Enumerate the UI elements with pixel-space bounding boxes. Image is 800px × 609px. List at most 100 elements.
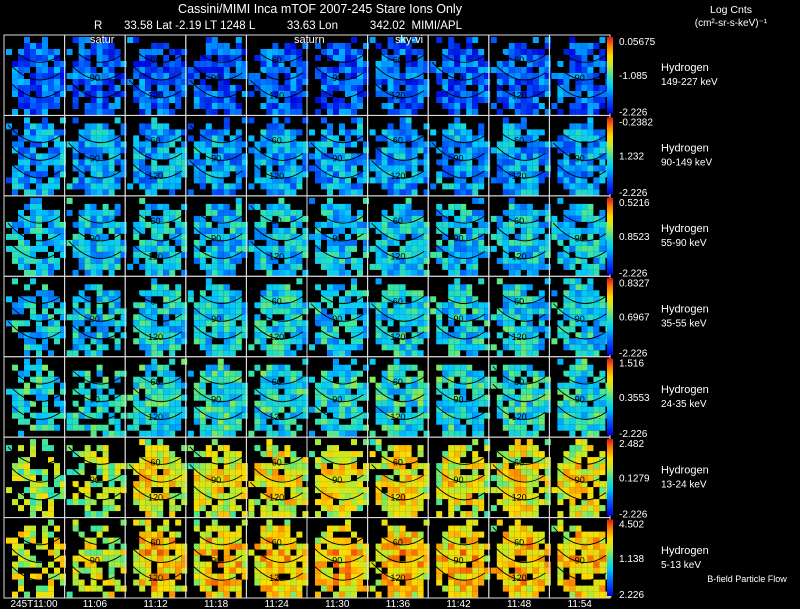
flux-pixel bbox=[108, 245, 115, 252]
flux-pixel bbox=[333, 350, 339, 357]
flux-pixel bbox=[557, 412, 564, 419]
flux-pixel bbox=[599, 424, 606, 431]
flux-pixel bbox=[102, 141, 109, 148]
flux-pixel bbox=[145, 245, 152, 252]
flux-pixel bbox=[241, 239, 248, 246]
flux-pixel bbox=[405, 388, 412, 395]
flux-pixel bbox=[357, 183, 363, 190]
flux-pixel bbox=[42, 153, 48, 160]
flux-pixel bbox=[42, 376, 48, 383]
flux-pixel bbox=[266, 302, 273, 309]
flux-pixel bbox=[575, 338, 582, 345]
flux-pixel bbox=[454, 141, 461, 148]
flux-pixel bbox=[84, 109, 91, 115]
flux-pixel bbox=[472, 382, 479, 389]
flux-pixel bbox=[599, 320, 606, 327]
flux-pixel bbox=[284, 326, 291, 333]
flux-pixel bbox=[460, 302, 467, 309]
flux-pixel bbox=[266, 481, 273, 488]
flux-pixel bbox=[102, 320, 109, 327]
flux-pixel bbox=[78, 320, 85, 327]
flux-pixel bbox=[563, 338, 570, 345]
flux-pixel bbox=[54, 55, 60, 61]
flux-pixel bbox=[466, 227, 473, 234]
flux-pixel bbox=[217, 263, 224, 270]
flux-pixel bbox=[114, 487, 121, 494]
flux-pixel bbox=[315, 165, 321, 172]
flux-pixel bbox=[569, 61, 576, 67]
flux-pixel bbox=[454, 171, 461, 178]
flux-pixel bbox=[18, 159, 24, 166]
flux-pixel bbox=[502, 73, 509, 79]
flux-pixel bbox=[90, 424, 97, 431]
flux-pixel bbox=[217, 493, 224, 500]
flux-pixel bbox=[454, 153, 461, 160]
flux-pixel bbox=[205, 364, 212, 371]
flux-pixel bbox=[466, 332, 473, 339]
flux-pixel bbox=[593, 189, 600, 196]
flux-pixel bbox=[139, 183, 146, 190]
flux-pixel bbox=[84, 499, 91, 506]
flux-pixel bbox=[587, 388, 594, 395]
flux-pixel bbox=[381, 61, 388, 67]
flux-pixel bbox=[411, 37, 418, 43]
flux-pixel bbox=[357, 177, 363, 184]
flux-pixel bbox=[84, 406, 91, 413]
flux-pixel bbox=[42, 189, 48, 196]
flux-pixel bbox=[454, 251, 461, 258]
flux-pixel bbox=[587, 221, 594, 228]
flux-pixel bbox=[508, 171, 515, 178]
flux-pixel bbox=[84, 296, 91, 303]
flux-pixel bbox=[399, 338, 406, 345]
flux-pixel bbox=[296, 338, 303, 345]
flux-pixel bbox=[181, 269, 188, 276]
flux-pixel bbox=[393, 43, 400, 49]
flux-pixel bbox=[24, 284, 30, 291]
flux-pixel bbox=[266, 296, 273, 303]
flux-pixel bbox=[139, 221, 146, 228]
flux-pixel bbox=[248, 370, 255, 377]
flux-pixel bbox=[351, 326, 357, 333]
flux-pixel bbox=[211, 326, 218, 333]
flux-pixel bbox=[526, 159, 533, 166]
flux-pixel bbox=[508, 103, 515, 109]
flux-pixel bbox=[223, 320, 230, 327]
flux-pixel bbox=[157, 79, 164, 85]
flux-pixel bbox=[599, 263, 606, 270]
flux-pixel bbox=[296, 469, 303, 476]
flux-pixel bbox=[538, 129, 545, 136]
flux-pixel bbox=[145, 177, 152, 184]
flux-pixel bbox=[508, 43, 515, 49]
contour-line bbox=[128, 240, 183, 259]
flux-pixel bbox=[254, 177, 261, 184]
flux-pixel bbox=[532, 135, 539, 142]
flux-pixel bbox=[48, 239, 54, 246]
flux-pixel bbox=[484, 332, 491, 339]
flux-pixel bbox=[520, 171, 527, 178]
flux-pixel bbox=[399, 91, 406, 97]
flux-pixel bbox=[36, 55, 42, 61]
flux-pixel bbox=[193, 171, 200, 178]
flux-pixel bbox=[223, 257, 230, 264]
flux-pixel bbox=[272, 189, 279, 196]
flux-pixel bbox=[327, 284, 333, 291]
flux-pixel bbox=[235, 129, 242, 136]
flux-pixel bbox=[405, 85, 412, 91]
flux-pixel bbox=[290, 233, 297, 240]
flux-pixel bbox=[36, 141, 42, 148]
flux-pixel bbox=[290, 147, 297, 154]
flux-pixel bbox=[36, 412, 42, 419]
flux-pixel bbox=[514, 296, 521, 303]
flux-pixel bbox=[169, 481, 176, 488]
flux-pixel bbox=[163, 430, 170, 437]
flux-pixel bbox=[108, 263, 115, 270]
flux-pixel bbox=[272, 117, 279, 124]
flux-pixel bbox=[296, 308, 303, 315]
flux-pixel bbox=[235, 424, 242, 431]
units-label: (cm²-sr-s-keV)⁻¹ bbox=[695, 18, 768, 29]
flux-pixel bbox=[508, 61, 515, 67]
flux-pixel bbox=[321, 382, 327, 389]
flux-pixel bbox=[411, 129, 418, 136]
flux-pixel bbox=[387, 141, 394, 148]
flux-pixel bbox=[211, 97, 218, 103]
